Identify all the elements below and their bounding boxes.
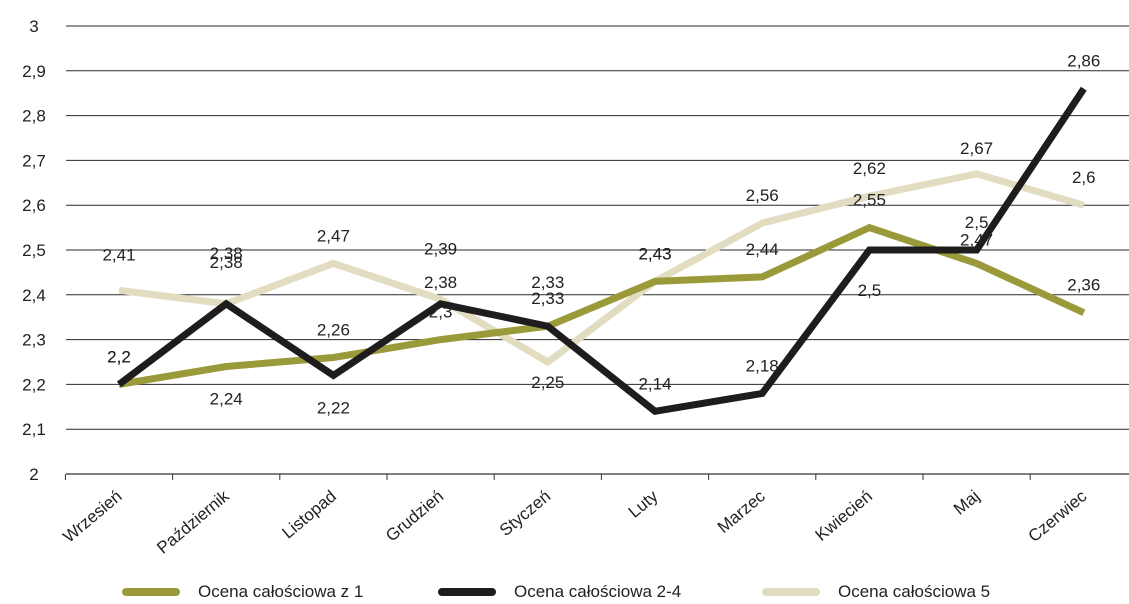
data-label-series-2: 2,86	[1067, 52, 1100, 71]
data-label-series-1: 2,3	[429, 303, 453, 322]
series-lines	[116, 86, 1087, 416]
data-label-series-2: 2,33	[531, 289, 564, 308]
data-label-series-1: 2,43	[638, 244, 671, 263]
x-tick-label: Czerwiec	[1025, 486, 1091, 546]
legend-item-series-1: Ocena całościowa z 1	[122, 580, 363, 604]
data-label-series-2: 2,18	[746, 356, 779, 375]
series-line-2	[116, 86, 1087, 416]
y-tick-label: 2,7	[22, 151, 46, 170]
data-label-series-3: 2,62	[853, 159, 886, 178]
data-label-series-3: 2,43	[638, 244, 671, 263]
data-label-series-3: 2,41	[102, 245, 135, 264]
y-tick-label: 2,2	[22, 375, 46, 394]
y-tick-label: 3	[29, 17, 38, 36]
x-tick-label: Kwiecień	[812, 487, 876, 545]
y-tick-label: 2	[29, 465, 38, 484]
x-tick-label: Marzec	[714, 486, 769, 537]
data-label-series-3: 2,56	[746, 186, 779, 205]
data-label-series-1: 2,24	[210, 389, 243, 408]
legend: Ocena całościowa z 1 Ocena całościowa 2-…	[0, 580, 1129, 604]
data-label-series-3: 2,47	[317, 226, 350, 245]
x-tick-label: Październik	[153, 486, 233, 557]
y-tick-label: 2,4	[22, 286, 46, 305]
data-label-series-1: 2,33	[531, 273, 564, 292]
x-tick-label: Luty	[625, 486, 662, 522]
data-label-series-2: 2,5	[858, 281, 882, 300]
y-tick-label: 2,1	[22, 420, 46, 439]
data-label-series-1: 2,36	[1067, 276, 1100, 295]
legend-item-series-3: Ocena całościowa 5	[762, 580, 990, 604]
data-label-series-3: 2,25	[531, 373, 564, 392]
line-chart: 2 2,1 2,2 2,3 2,4 2,5 2,6 2,7 2,8 2,9 3 Wrzesień Pa…	[22, 17, 1129, 558]
series-line-1	[118, 223, 1086, 388]
grid-lines	[66, 25, 1129, 475]
series-line-3	[118, 170, 1085, 367]
x-tick-label: Wrzesień	[59, 487, 125, 547]
legend-label-series-1: Ocena całościowa z 1	[198, 582, 364, 601]
y-tick-label: 2,5	[22, 241, 46, 260]
data-label-series-3: 2,67	[960, 139, 993, 158]
y-tick-label: 2,9	[22, 62, 46, 81]
legend-swatch-series-3	[762, 588, 820, 596]
data-label-series-2: 2,14	[638, 374, 671, 393]
x-tick-label: Grudzień	[382, 487, 447, 546]
data-label-series-1: 2,2	[107, 347, 131, 366]
legend-item-series-2: Ocena całościowa 2-4	[438, 580, 681, 604]
data-label-series-1: 2,44	[746, 240, 779, 259]
data-label-series-2: 2,2	[107, 347, 131, 366]
data-label-series-1: 2,47	[960, 230, 993, 249]
y-tick-label: 2,3	[22, 331, 46, 350]
data-label-series-1: 2,55	[853, 191, 886, 210]
legend-swatch-series-1	[122, 588, 180, 596]
legend-label-series-2: Ocena całościowa 2-4	[514, 582, 682, 601]
data-label-series-2: 2,38	[424, 273, 457, 292]
legend-label-series-3: Ocena całościowa 5	[838, 582, 991, 601]
data-label-series-2: 2,38	[210, 253, 243, 272]
data-label-series-1: 2,26	[317, 321, 350, 340]
legend-swatch-series-2	[438, 588, 496, 596]
data-label-series-2: 2,22	[317, 398, 350, 417]
data-label-series-3: 2,39	[424, 239, 457, 258]
x-tick-label: Listopad	[279, 487, 340, 543]
data-label-series-2: 2,5	[965, 213, 989, 232]
x-tick-label: Styczeń	[496, 487, 555, 540]
x-tick-label: Maj	[950, 487, 983, 519]
data-label-series-3: 2,38	[210, 244, 243, 263]
y-axis-ticks: 2 2,1 2,2 2,3 2,4 2,5 2,6 2,7 2,8 2,9 3	[22, 17, 46, 484]
y-tick-label: 2,6	[22, 196, 46, 215]
data-labels: 2,2 2,24 2,26 2,3 2,33 2,43 2,44 2,55 2,47 2,36 2,…	[102, 52, 1100, 418]
y-tick-label: 2,8	[22, 107, 46, 126]
data-label-series-3: 2,6	[1072, 168, 1096, 187]
x-axis-ticks: Wrzesień Październik Listopad Grudzień Stycz…	[59, 474, 1091, 558]
